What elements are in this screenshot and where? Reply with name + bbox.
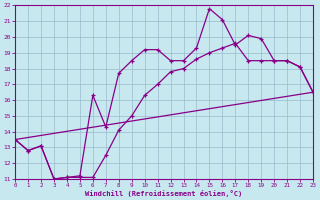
X-axis label: Windchill (Refroidissement éolien,°C): Windchill (Refroidissement éolien,°C) bbox=[85, 190, 243, 197]
